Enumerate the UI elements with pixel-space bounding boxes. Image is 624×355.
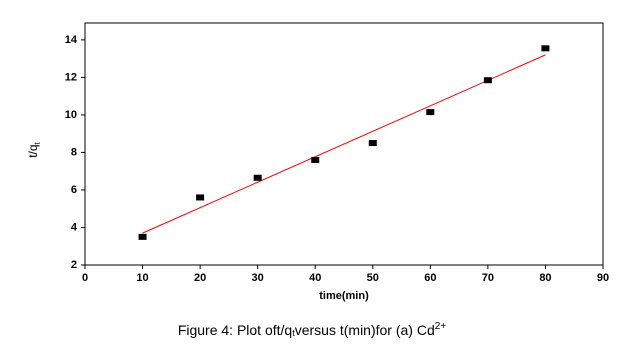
x-tick-label: 60: [424, 272, 436, 284]
y-axis-label: t/qt: [26, 141, 42, 157]
y-tick-label: 2: [71, 259, 77, 271]
fit-line: [142, 54, 546, 234]
x-tick-label: 30: [252, 272, 264, 284]
y-label-sub: t: [33, 141, 42, 144]
x-tick-label: 10: [136, 272, 148, 284]
caption-sub: t: [292, 328, 295, 338]
point: [541, 45, 550, 52]
x-tick-label: 0: [82, 272, 88, 284]
caption-a: Figure 4: Plot oft/q: [178, 322, 292, 338]
x-tick-label: 20: [194, 272, 206, 284]
y-tick-label: 10: [65, 109, 77, 121]
point: [196, 194, 205, 201]
point: [311, 156, 320, 163]
point: [483, 77, 492, 84]
x-axis-label: time(min): [319, 290, 369, 302]
x-tick-label: 80: [539, 272, 551, 284]
x-tick-label: 40: [309, 272, 321, 284]
y-tick-label: 14: [65, 34, 78, 46]
point: [253, 174, 262, 181]
x-tick-label: 70: [482, 272, 494, 284]
y-label-text: t/q: [26, 144, 40, 157]
point: [426, 109, 435, 116]
point: [368, 140, 377, 147]
caption: Figure 4: Plot oft/qtversus t(min)for (a…: [178, 321, 447, 339]
x-tick-label: 90: [597, 272, 609, 284]
plot-frame: [84, 22, 604, 266]
y-tick-label: 12: [65, 71, 77, 83]
point: [138, 233, 147, 240]
y-tick-label: 6: [71, 184, 77, 196]
caption-sup: 2+: [435, 321, 447, 332]
caption-b: versus t(min)for (a) Cd: [295, 322, 435, 338]
y-tick-label: 4: [71, 221, 78, 233]
x-tick-label: 50: [367, 272, 379, 284]
y-tick-label: 8: [71, 146, 77, 158]
